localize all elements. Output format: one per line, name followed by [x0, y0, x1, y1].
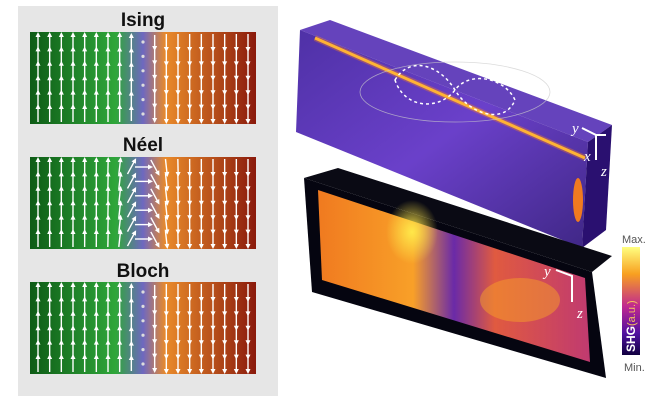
axis-z-bottom: z — [576, 306, 583, 322]
axis-z: z — [600, 164, 607, 180]
colorbar-min: Min. — [624, 362, 645, 374]
axis-x: x — [583, 149, 591, 165]
spin-dot — [141, 112, 144, 115]
figure: Ising Néel Bloch y x z y z Max. Min. SHG… — [0, 0, 648, 402]
spin-dot — [141, 305, 144, 308]
axis-y: y — [570, 121, 579, 137]
wall-strip — [30, 282, 256, 374]
spin-dot — [141, 362, 144, 365]
axis-y-bottom: y — [542, 264, 551, 280]
spin-dot — [141, 319, 144, 322]
colorbar-unit: (a.u.) — [626, 300, 638, 326]
neel-title: Néel — [123, 135, 163, 156]
wall-strip — [30, 157, 256, 249]
spin-dot — [141, 69, 144, 72]
spin-dot — [141, 84, 144, 87]
spin-dot — [141, 40, 144, 43]
bloch-title: Bloch — [117, 261, 170, 282]
colorbar-max: Max. — [622, 234, 646, 246]
spin-dot — [141, 348, 144, 351]
wall-strip — [30, 32, 256, 124]
spin-dot — [141, 290, 144, 293]
spin-dot — [141, 98, 144, 101]
spin-dot — [141, 334, 144, 337]
spin-dot — [141, 55, 144, 58]
colorbar-label: SHG — [624, 326, 638, 352]
ising-title: Ising — [121, 10, 165, 31]
